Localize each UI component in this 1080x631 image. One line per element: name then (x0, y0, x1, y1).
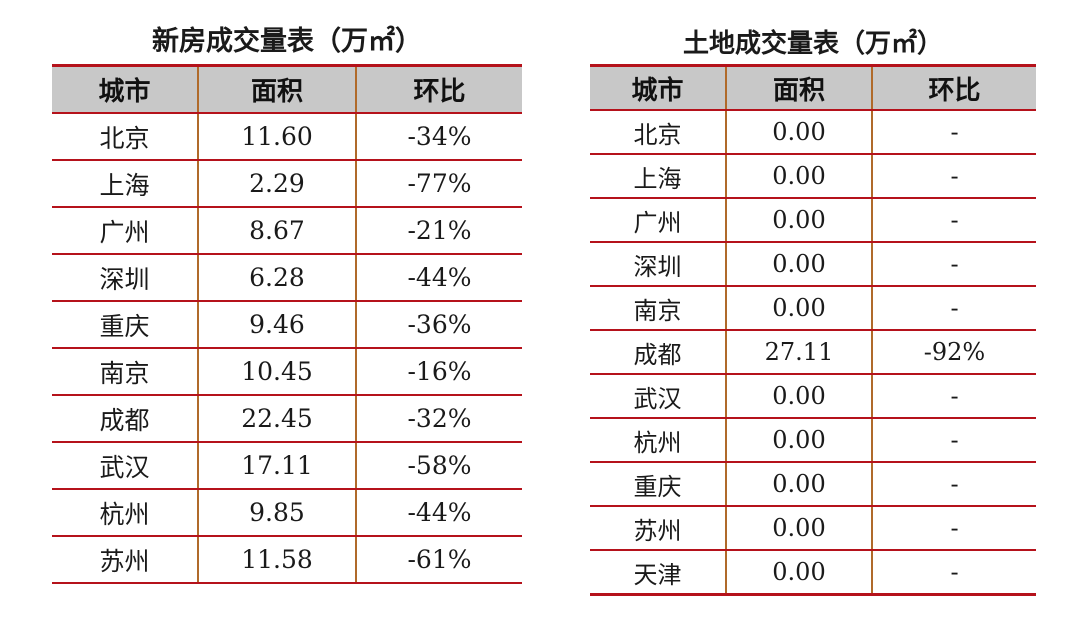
change-cell: -32% (355, 395, 522, 443)
table-row: 深圳 0.00- (590, 242, 1036, 287)
table-row: 成都 22.45 -32% (52, 395, 522, 443)
area-cell: 2.29 (197, 160, 356, 208)
city-cell: 上海 (52, 160, 198, 208)
area-cell: 9.46 (197, 301, 356, 349)
area-cell: 17.11 (197, 442, 356, 490)
table-row: 杭州 9.85 -44% (52, 489, 522, 537)
table-row: 上海 0.00- (590, 154, 1036, 199)
table-row: 重庆 9.46 -36% (52, 301, 522, 349)
new-house-table: 城市 面积 环比 北京 11.60 -34% 上海 2.29 -77% 广州 8.67 -2… (52, 64, 522, 584)
change-cell: -61% (355, 536, 522, 584)
change-cell: - (871, 242, 1036, 287)
change-cell: -36% (355, 301, 522, 349)
city-cell: 南京 (52, 348, 198, 396)
area-cell: 27.11 (725, 330, 872, 375)
area-cell: 0.00 (725, 286, 872, 331)
table-row: 武汉 17.11 -58% (52, 442, 522, 490)
table-row: 广州 0.00- (590, 198, 1036, 243)
city-cell: 南京 (590, 286, 726, 331)
area-cell: 6.28 (197, 254, 356, 302)
city-cell: 苏州 (52, 536, 198, 584)
change-cell: - (871, 462, 1036, 507)
city-cell: 广州 (52, 207, 198, 255)
city-cell: 武汉 (52, 442, 198, 490)
table-row: 苏州 0.00- (590, 506, 1036, 551)
area-cell: 22.45 (197, 395, 356, 443)
header-row: 城市 面积 环比 (590, 64, 1036, 111)
change-cell: -44% (355, 254, 522, 302)
change-cell: -34% (355, 113, 522, 161)
land-table-title: 土地成交量表（万㎡） (682, 29, 943, 59)
area-cell: 0.00 (725, 374, 872, 419)
area-cell: 0.00 (725, 154, 872, 199)
city-cell: 杭州 (52, 489, 198, 537)
change-cell: - (871, 154, 1036, 199)
header-area: 面积 (725, 64, 872, 111)
table-row: 南京 0.00- (590, 286, 1036, 331)
new-house-panel: 新房成交量表（万㎡） 城市 面积 环比 北京 11.60 -34% 上海 2.29 -7… (52, 20, 522, 584)
area-cell: 0.00 (725, 506, 872, 551)
table-row: 杭州 0.00- (590, 418, 1036, 463)
change-cell: - (871, 374, 1036, 419)
area-cell: 11.58 (197, 536, 356, 584)
table-row: 北京 0.00- (590, 110, 1036, 155)
city-cell: 上海 (590, 154, 726, 199)
header-city: 城市 (52, 64, 198, 114)
table-row: 苏州 11.58 -61% (52, 536, 522, 584)
area-cell: 0.00 (725, 110, 872, 155)
city-cell: 深圳 (52, 254, 198, 302)
change-cell: - (871, 286, 1036, 331)
area-cell: 8.67 (197, 207, 356, 255)
city-cell: 重庆 (590, 462, 726, 507)
city-cell: 苏州 (590, 506, 726, 551)
city-cell: 成都 (52, 395, 198, 443)
land-table: 城市 面积 环比 北京 0.00- 上海 0.00- 广州 0.00- 深圳 0.00-… (590, 64, 1036, 596)
table-row: 南京 10.45 -16% (52, 348, 522, 396)
change-cell: - (871, 550, 1036, 596)
change-cell: -77% (355, 160, 522, 208)
header-area: 面积 (197, 64, 356, 114)
area-cell: 10.45 (197, 348, 356, 396)
table-row: 天津 0.00- (590, 550, 1036, 596)
city-cell: 武汉 (590, 374, 726, 419)
city-cell: 北京 (52, 113, 198, 161)
area-cell: 9.85 (197, 489, 356, 537)
table-row: 成都 27.11 -92% (590, 330, 1036, 375)
header-change: 环比 (355, 64, 522, 114)
table-row: 武汉 0.00- (590, 374, 1036, 419)
city-cell: 杭州 (590, 418, 726, 463)
change-cell: - (871, 418, 1036, 463)
city-cell: 广州 (590, 198, 726, 243)
header-city: 城市 (590, 64, 726, 111)
table-row: 深圳 6.28 -44% (52, 254, 522, 302)
change-cell: - (871, 198, 1036, 243)
area-cell: 0.00 (725, 242, 872, 287)
table-row: 重庆 0.00- (590, 462, 1036, 507)
table-row: 北京 11.60 -34% (52, 113, 522, 161)
area-cell: 0.00 (725, 418, 872, 463)
change-cell: -58% (355, 442, 522, 490)
city-cell: 深圳 (590, 242, 726, 287)
city-cell: 天津 (590, 550, 726, 596)
land-panel: 土地成交量表（万㎡） 城市 面积 环比 北京 0.00- 上海 0.00- 广州 0.… (590, 24, 1036, 596)
change-cell: -21% (355, 207, 522, 255)
header-row: 城市 面积 环比 (52, 64, 522, 114)
change-cell: - (871, 110, 1036, 155)
area-cell: 0.00 (725, 198, 872, 243)
change-cell: - (871, 506, 1036, 551)
change-cell: -92% (871, 330, 1036, 375)
new-house-table-title: 新房成交量表（万㎡） (152, 26, 422, 57)
change-cell: -44% (355, 489, 522, 537)
area-cell: 11.60 (197, 113, 356, 161)
table-row: 广州 8.67 -21% (52, 207, 522, 255)
area-cell: 0.00 (725, 462, 872, 507)
city-cell: 重庆 (52, 301, 198, 349)
area-cell: 0.00 (725, 550, 872, 596)
change-cell: -16% (355, 348, 522, 396)
table-row: 上海 2.29 -77% (52, 160, 522, 208)
header-change: 环比 (871, 64, 1036, 111)
city-cell: 北京 (590, 110, 726, 155)
city-cell: 成都 (590, 330, 726, 375)
